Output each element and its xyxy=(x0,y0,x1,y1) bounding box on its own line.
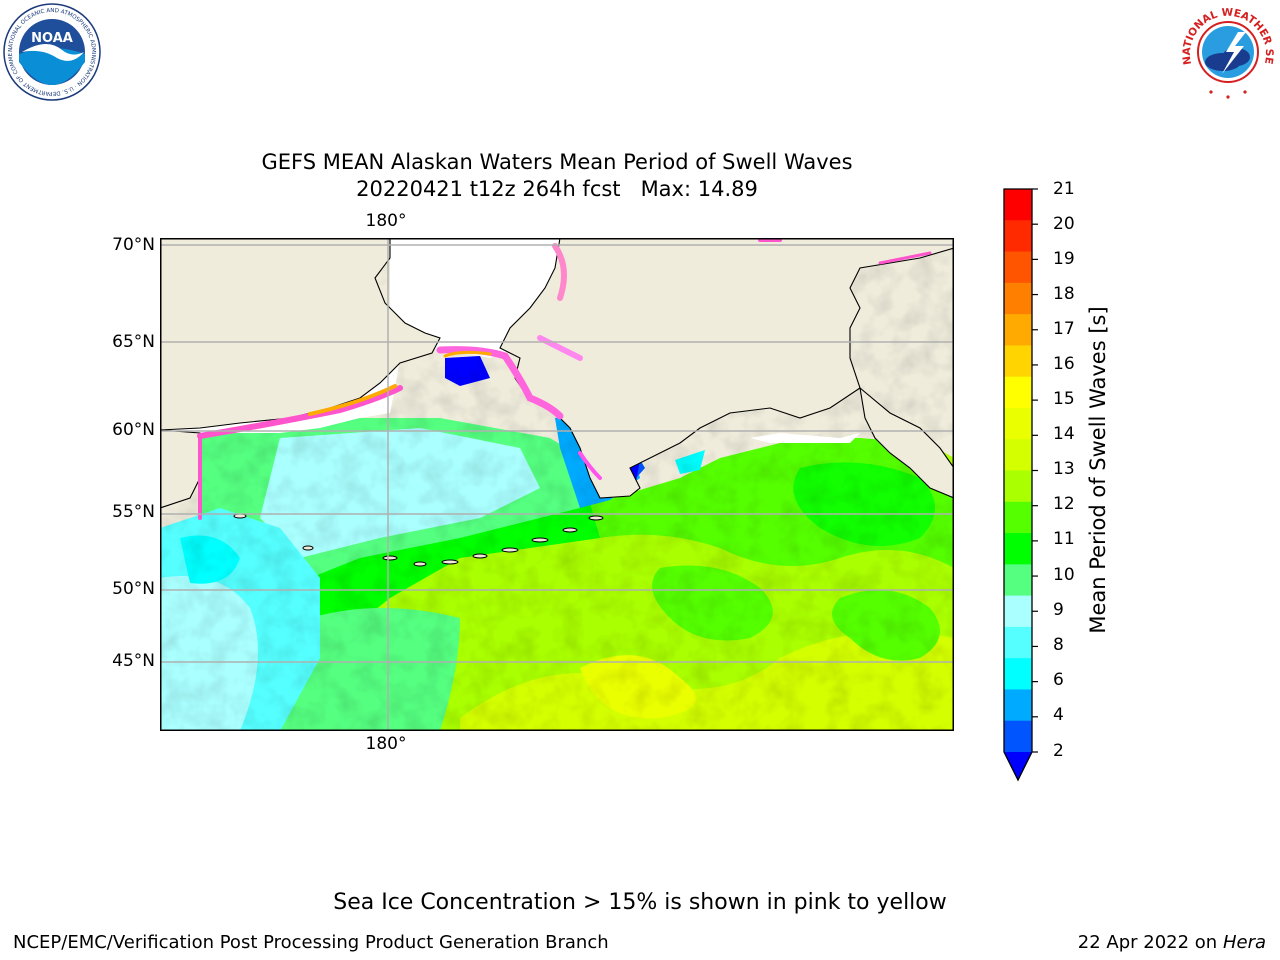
sea-ice-note: Sea Ice Concentration > 15% is shown in … xyxy=(333,890,947,915)
colorbar-tick-10: 10 xyxy=(1053,565,1075,585)
colorbar-band xyxy=(1004,314,1032,346)
colorbar-band xyxy=(1004,720,1032,753)
lat-label-70: 70°N xyxy=(112,235,155,255)
colorbar-band xyxy=(1004,689,1032,722)
colorbar-band xyxy=(1004,626,1032,659)
colorbar-band xyxy=(1004,439,1032,471)
lat-label-55: 55°N xyxy=(112,502,155,522)
lat-label-45: 45°N xyxy=(112,651,155,671)
colorbar-tick-13: 13 xyxy=(1053,459,1075,479)
colorbar-band xyxy=(1004,470,1032,503)
footer-date-text: 22 Apr 2022 on xyxy=(1077,932,1223,953)
colorbar-tick-21: 21 xyxy=(1053,179,1075,199)
footer-date: 22 Apr 2022 on Hera xyxy=(1078,932,1266,953)
colorbar-band xyxy=(1004,220,1032,253)
colorbar-tick-2: 2 xyxy=(1053,741,1064,761)
colorbar-band xyxy=(1004,189,1032,221)
colorbar-band xyxy=(1004,251,1032,284)
colorbar-tick-6: 6 xyxy=(1053,670,1064,690)
colorbar-label: Mean Period of Swell Waves [s] xyxy=(1086,306,1110,634)
colorbar-tick-14: 14 xyxy=(1053,424,1075,444)
swell-period-map xyxy=(160,238,954,731)
colorbar-band xyxy=(1004,345,1032,378)
nws-logo: NATIONAL WEATHER SERVICE xyxy=(1178,2,1275,99)
footer-credit: NCEP/EMC/Verification Post Processing Pr… xyxy=(13,932,609,953)
chart-subtitle: 20220421 t12z 264h fcst Max: 14.89 xyxy=(356,177,758,201)
colorbar-tick-15: 15 xyxy=(1053,389,1075,409)
colorbar-tick-12: 12 xyxy=(1053,494,1075,514)
colorbar-tick-19: 19 xyxy=(1053,249,1075,269)
colorbar-band xyxy=(1004,595,1032,628)
colorbar-tick-16: 16 xyxy=(1053,354,1075,374)
land xyxy=(160,238,954,509)
colorbar-band xyxy=(1004,658,1032,690)
colorbar-tick-8: 8 xyxy=(1053,635,1064,655)
map-frame xyxy=(160,238,954,731)
lon-label-top: 180° xyxy=(365,211,407,231)
colorbar-tick-11: 11 xyxy=(1053,529,1075,549)
colorbar-tick-4: 4 xyxy=(1053,705,1064,725)
colorbar-band xyxy=(1004,376,1032,409)
lat-label-60: 60°N xyxy=(112,420,155,440)
aleutian-islands xyxy=(233,513,604,567)
colorbar-frame xyxy=(1003,188,1033,782)
colorbar-tick-9: 9 xyxy=(1053,600,1064,620)
colorbar-band xyxy=(1004,282,1032,315)
colorbar-under-triangle xyxy=(1004,752,1032,780)
colorbar xyxy=(1003,188,1038,782)
colorbar-band xyxy=(1004,564,1032,597)
lat-label-65: 65°N xyxy=(112,332,155,352)
colorbar-tick-18: 18 xyxy=(1053,284,1075,304)
lon-label-bottom: 180° xyxy=(365,734,407,754)
colorbar-band xyxy=(1004,407,1032,440)
colorbar-band xyxy=(1004,501,1032,534)
chart-title: GEFS MEAN Alaskan Waters Mean Period of … xyxy=(261,150,853,174)
graticule xyxy=(160,238,954,731)
colorbar-tick-marks xyxy=(1032,188,1038,753)
colorbar-band xyxy=(1004,533,1032,565)
colorbar-tick-20: 20 xyxy=(1053,214,1075,234)
lat-label-50: 50°N xyxy=(112,579,155,599)
colorbar-bands xyxy=(1004,189,1032,753)
footer-host: Hera xyxy=(1222,932,1266,953)
noaa-logo-text: NOAA xyxy=(31,31,73,46)
noaa-logo: NOAA NATIONAL OCEANIC AND ATMOSPHERIC AD… xyxy=(2,2,101,101)
colorbar-tick-17: 17 xyxy=(1053,319,1075,339)
